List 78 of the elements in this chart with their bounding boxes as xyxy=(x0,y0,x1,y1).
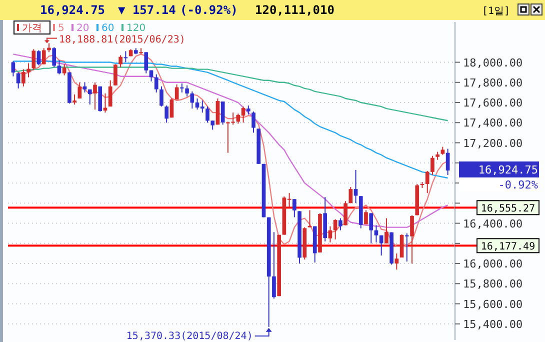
candlestick xyxy=(216,98,220,126)
candlestick xyxy=(369,212,374,244)
candlestick xyxy=(348,186,353,204)
y-tick-label: 15,400.00 xyxy=(463,318,523,331)
candlestick xyxy=(62,64,66,76)
text: -0.92% xyxy=(498,178,538,192)
candlestick xyxy=(206,106,210,124)
y-tick-label: 15,600.00 xyxy=(463,298,523,311)
ref-line-label: 16,555.27 xyxy=(480,204,536,215)
candlestick xyxy=(88,88,92,106)
candlestick xyxy=(170,98,174,118)
candlestick xyxy=(124,50,128,63)
ref-line-label: 16,177.49 xyxy=(480,242,536,253)
y-tick-label: 17,800.00 xyxy=(463,76,523,90)
candlestick xyxy=(160,86,164,108)
legend-label: 120 xyxy=(126,23,146,34)
candlestick xyxy=(78,82,82,99)
candlestick xyxy=(338,218,342,231)
annotation: 15,370.33(2015/08/24) xyxy=(126,331,253,342)
y-tick-label: 18,000.00 xyxy=(463,56,523,70)
candlestick xyxy=(144,52,148,74)
candlestick xyxy=(394,252,399,270)
candlestick xyxy=(446,148,450,176)
candlestick xyxy=(210,120,215,130)
candlestick xyxy=(384,218,388,244)
candlestick xyxy=(72,94,76,106)
candlestick xyxy=(190,90,194,110)
y-tick-label: 16,400.00 xyxy=(463,217,523,230)
text: ▼ 157.14 xyxy=(118,3,176,17)
text: 16,924.75 xyxy=(478,163,538,176)
y-tick-label: 17,600.00 xyxy=(463,96,523,110)
text: 120,111,010 xyxy=(255,3,334,17)
candlestick xyxy=(57,60,62,75)
candlestick xyxy=(226,121,230,154)
candlestick xyxy=(93,82,97,110)
legend-label: 60 xyxy=(102,23,114,34)
candlestick xyxy=(379,234,384,256)
candlestick xyxy=(364,210,368,225)
y-tick-label: 15,800.00 xyxy=(463,278,523,291)
candlestick xyxy=(103,92,108,114)
candlestick xyxy=(272,232,276,300)
candlestick xyxy=(328,226,332,243)
legend-label: 가격 xyxy=(22,23,42,34)
candlestick xyxy=(32,48,36,71)
candlestick xyxy=(400,234,404,258)
candlestick xyxy=(410,214,414,264)
candlestick xyxy=(36,50,41,66)
annotation: 18,188.81(2015/06/23) xyxy=(58,34,186,46)
candlestick xyxy=(118,54,122,68)
y-tick-label: 17,400.00 xyxy=(463,116,523,130)
candlestick xyxy=(164,105,169,124)
candlestick xyxy=(154,74,158,93)
text: 16,924.75 xyxy=(40,3,106,17)
y-tick-label: 17,200.00 xyxy=(463,136,523,150)
candlestick xyxy=(174,84,179,100)
candlestick xyxy=(404,232,409,262)
candlestick xyxy=(180,82,184,93)
candlestick xyxy=(374,224,378,243)
candlestick xyxy=(308,210,312,228)
candlestick xyxy=(252,111,256,134)
legend-label: 20 xyxy=(76,23,90,34)
candlestick xyxy=(108,80,112,108)
text: (-0.92%) xyxy=(180,3,238,17)
candlestick xyxy=(292,198,296,218)
y-tick-label: 16,000.00 xyxy=(463,258,523,271)
candlestick xyxy=(52,46,56,68)
candlestick xyxy=(246,105,250,116)
candlestick xyxy=(220,101,225,126)
candlestick xyxy=(185,84,189,97)
candlestick xyxy=(114,64,118,86)
text: [1일] xyxy=(482,6,510,17)
candlestick xyxy=(82,82,87,93)
candlestick xyxy=(42,48,46,65)
candlestick xyxy=(333,218,338,240)
candlestick xyxy=(231,112,235,126)
candlestick xyxy=(16,72,20,89)
candlestick xyxy=(344,200,348,226)
legend-label: 5 xyxy=(58,23,64,34)
